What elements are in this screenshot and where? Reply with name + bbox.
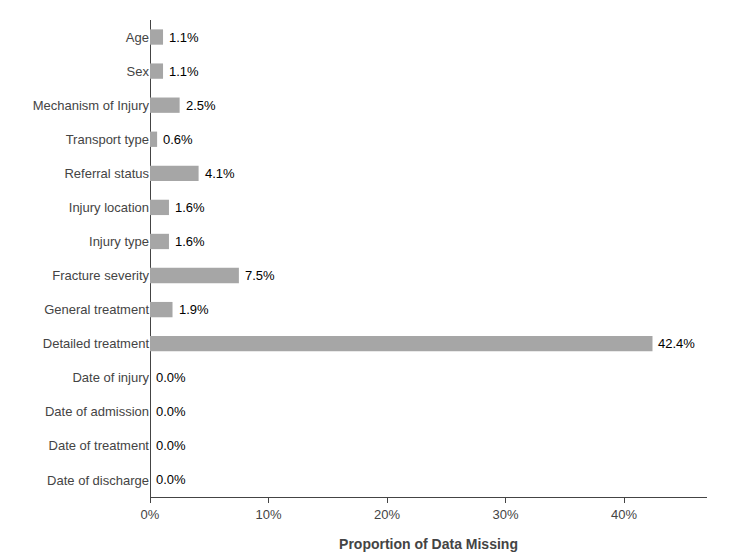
svg-text:Date of injury: Date of injury (72, 370, 149, 385)
svg-text:40%: 40% (611, 507, 637, 522)
svg-text:7.5%: 7.5% (245, 268, 275, 283)
svg-text:Injury location: Injury location (69, 200, 149, 215)
svg-text:Transport type: Transport type (66, 132, 149, 147)
svg-text:Date of discharge: Date of discharge (47, 473, 149, 488)
svg-text:Date of treatment: Date of treatment (49, 438, 150, 453)
svg-text:1.9%: 1.9% (179, 302, 209, 317)
svg-text:0.0%: 0.0% (156, 438, 186, 453)
svg-text:30%: 30% (493, 507, 519, 522)
svg-text:General treatment: General treatment (44, 302, 149, 317)
svg-text:Mechanism of Injury: Mechanism of Injury (33, 98, 150, 113)
svg-text:1.1%: 1.1% (169, 64, 199, 79)
svg-text:1.6%: 1.6% (175, 200, 205, 215)
svg-text:0.0%: 0.0% (156, 370, 186, 385)
svg-text:Fracture severity: Fracture severity (52, 268, 149, 283)
svg-text:Proportion of Data Missing: Proportion of Data Missing (339, 536, 518, 552)
svg-text:Sex: Sex (127, 64, 150, 79)
svg-text:0.0%: 0.0% (156, 472, 186, 487)
svg-text:Detailed treatment: Detailed treatment (43, 336, 150, 351)
svg-text:0.0%: 0.0% (156, 404, 186, 419)
svg-text:2.5%: 2.5% (186, 98, 216, 113)
svg-text:10%: 10% (255, 507, 281, 522)
svg-text:4.1%: 4.1% (205, 166, 235, 181)
svg-text:0%: 0% (141, 507, 160, 522)
svg-text:Injury type: Injury type (89, 234, 149, 249)
svg-text:20%: 20% (374, 507, 400, 522)
svg-text:Referral status: Referral status (64, 166, 149, 181)
svg-text:42.4%: 42.4% (658, 336, 695, 351)
svg-text:Date of admission: Date of admission (45, 404, 149, 419)
svg-text:0.6%: 0.6% (163, 132, 193, 147)
svg-text:Age: Age (126, 30, 149, 45)
svg-text:1.6%: 1.6% (175, 234, 205, 249)
svg-text:1.1%: 1.1% (169, 30, 199, 45)
